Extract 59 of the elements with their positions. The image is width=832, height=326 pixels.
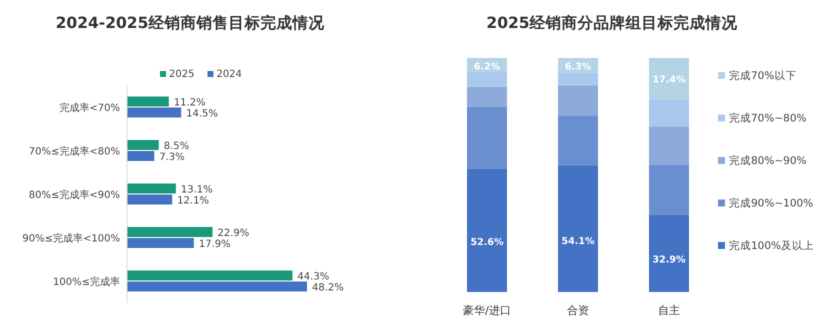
bar xyxy=(649,126,689,165)
legend-label: 完成80%~90% xyxy=(729,154,806,167)
data-label: 22.9% xyxy=(218,228,250,239)
data-label: 14.5% xyxy=(186,108,218,120)
y-tick-label: 完成率<70% xyxy=(59,102,120,114)
legend-item: 完成90%~100% xyxy=(718,198,814,210)
bar xyxy=(127,282,307,292)
y-tick-label: 100%≤完成率 xyxy=(53,276,120,288)
legend-item: 完成70%以下 xyxy=(718,70,796,82)
bar xyxy=(467,168,507,292)
legend-label: 完成90%~100% xyxy=(729,196,814,210)
y-tick-label: 70%≤完成率<80% xyxy=(28,146,120,158)
chart-title: 2024-2025经销商销售目标完成情况 xyxy=(56,13,326,32)
bar xyxy=(127,227,213,237)
legend-label: 完成100%及以上 xyxy=(729,239,814,252)
bar xyxy=(558,116,598,166)
y-tick-label: 90%≤完成率<100% xyxy=(22,232,120,244)
legend-item: 完成100%及以上 xyxy=(718,240,814,252)
legend-label: 2024 xyxy=(216,69,242,80)
legend-item: 2024 xyxy=(207,69,242,80)
data-label: 13.1% xyxy=(180,184,213,196)
bar xyxy=(467,86,507,107)
data-label: 12.1% xyxy=(177,196,209,206)
bar xyxy=(649,164,689,216)
legend-item: 完成70%~80% xyxy=(718,112,806,124)
data-label: 7.3% xyxy=(159,152,185,163)
bar xyxy=(127,151,154,161)
bar xyxy=(127,184,176,194)
data-label: 11.2% xyxy=(174,98,206,108)
bar xyxy=(127,194,172,204)
legend-label: 2025 xyxy=(169,69,194,80)
bar xyxy=(467,106,507,169)
bar xyxy=(127,238,194,248)
data-label: 32.9% xyxy=(652,254,686,266)
data-label: 6.3% xyxy=(564,61,592,72)
bar xyxy=(649,215,689,292)
x-tick-label: 自主 xyxy=(658,304,680,317)
bar xyxy=(558,165,598,292)
bar xyxy=(127,96,169,106)
data-label: 54.1% xyxy=(562,236,595,247)
legend-item: 完成80%~90% xyxy=(718,155,806,167)
data-label: 48.2% xyxy=(312,282,344,294)
bar xyxy=(558,85,598,116)
data-label: 6.2% xyxy=(474,61,501,72)
x-tick-label: 豪华/进口 xyxy=(463,304,511,317)
x-tick-label: 合资 xyxy=(567,304,589,317)
data-label: 17.9% xyxy=(198,239,231,250)
y-tick-label: 80%≤完成率<90% xyxy=(28,189,120,201)
legend-label: 完成70%以下 xyxy=(729,69,796,82)
chart-title: 2025经销商分品牌组目标完成情况 xyxy=(486,13,739,32)
data-label: 17.4% xyxy=(652,74,686,86)
bar xyxy=(127,140,159,150)
data-label: 8.5% xyxy=(164,141,190,152)
data-label: 52.6% xyxy=(470,237,504,248)
bar xyxy=(127,270,292,280)
legend-label: 完成70%~80% xyxy=(729,112,806,124)
bar xyxy=(127,108,182,118)
legend-item: 2025 xyxy=(160,69,194,80)
data-label: 44.3% xyxy=(297,272,330,282)
